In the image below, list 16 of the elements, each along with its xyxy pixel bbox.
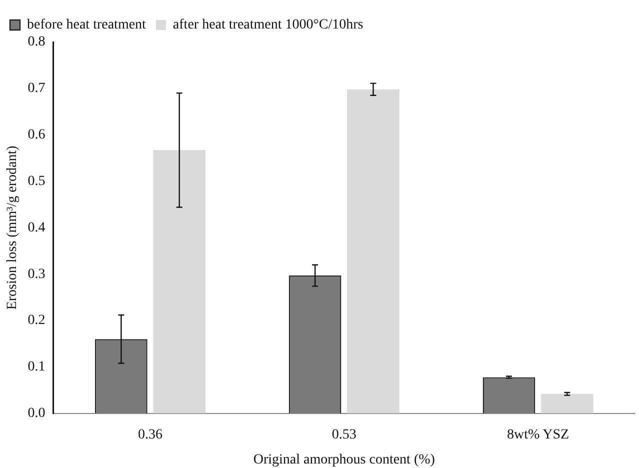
x-tick-label: 0.36 <box>138 427 162 442</box>
y-tick-label: 0.8 <box>28 34 46 50</box>
x-tick-label: 0.53 <box>332 427 356 442</box>
y-tick-label: 0.0 <box>28 406 46 422</box>
y-tick-label: 0.3 <box>28 266 46 282</box>
legend-label: before heat treatment <box>27 18 146 33</box>
x-tick-label: 8wt% YSZ <box>507 427 570 442</box>
x-axis-title: Original amorphous content (%) <box>253 452 436 468</box>
y-tick-label: 0.4 <box>28 220 46 236</box>
y-axis-title: Erosion loss (mm³/g erodant) <box>5 145 20 310</box>
y-tick-label: 0.2 <box>28 313 46 328</box>
y-tick-label: 0.6 <box>28 128 46 143</box>
legend-label: after heat treatment 1000°C/10hrs <box>172 18 364 33</box>
y-tick-label: 0.7 <box>28 81 46 96</box>
y-tick-label: 0.5 <box>28 174 46 189</box>
y-tick-label: 0.1 <box>28 360 46 375</box>
